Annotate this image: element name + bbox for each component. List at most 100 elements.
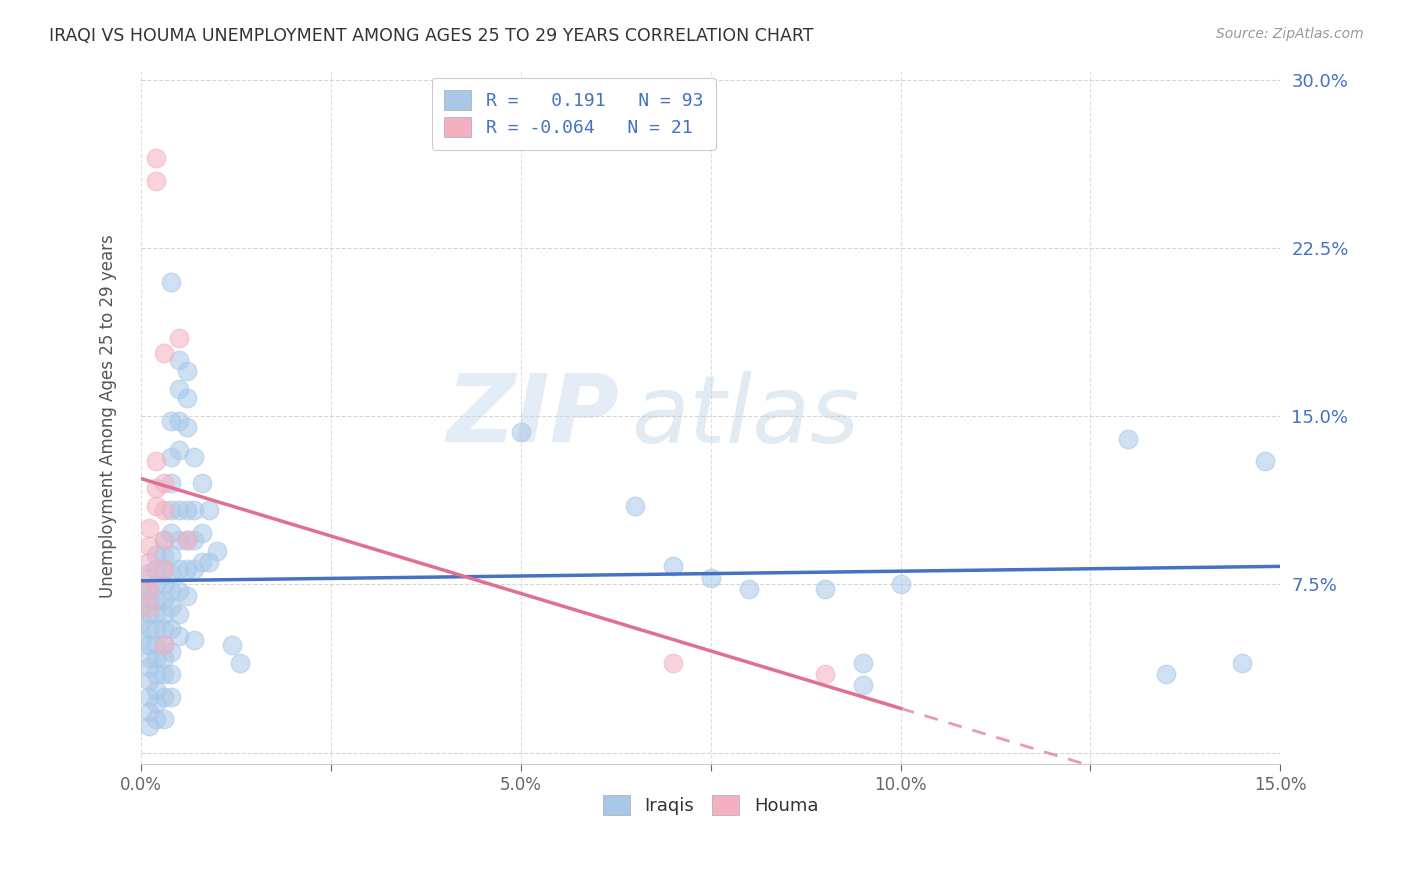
Point: [145, 577, 167, 591]
Point: [145, 174, 167, 188]
Point: [1254, 454, 1277, 468]
Point: [198, 555, 221, 569]
Point: [129, 633, 152, 648]
Point: [138, 566, 160, 581]
Point: [160, 690, 183, 704]
Point: [167, 533, 190, 547]
Point: [737, 582, 759, 596]
Point: [138, 582, 160, 596]
Point: [183, 450, 205, 464]
Point: [1118, 432, 1140, 446]
Point: [1156, 667, 1178, 681]
Point: [160, 584, 183, 599]
Point: [152, 346, 174, 360]
Point: [198, 503, 221, 517]
Point: [152, 638, 174, 652]
Point: [1232, 656, 1254, 670]
Point: [205, 543, 228, 558]
Point: [183, 633, 205, 648]
Point: [160, 414, 183, 428]
Point: [190, 525, 212, 540]
Point: [129, 599, 152, 614]
Legend: Iraqis, Houma: Iraqis, Houma: [593, 787, 827, 824]
Point: [138, 571, 160, 585]
Point: [145, 562, 167, 576]
Point: [152, 607, 174, 621]
Point: [160, 450, 183, 464]
Point: [167, 629, 190, 643]
Point: [890, 577, 912, 591]
Point: [152, 712, 174, 726]
Point: [145, 667, 167, 681]
Point: [152, 562, 174, 576]
Point: [152, 622, 174, 636]
Point: [167, 442, 190, 457]
Point: [190, 476, 212, 491]
Point: [152, 577, 174, 591]
Point: [221, 638, 243, 652]
Point: [152, 476, 174, 491]
Point: [160, 503, 183, 517]
Point: [661, 559, 683, 574]
Point: [183, 503, 205, 517]
Point: [145, 607, 167, 621]
Point: [167, 414, 190, 428]
Point: [176, 364, 198, 378]
Point: [138, 555, 160, 569]
Point: [152, 548, 174, 562]
Point: [851, 678, 873, 692]
Point: [145, 712, 167, 726]
Point: [152, 651, 174, 665]
Text: IRAQI VS HOUMA UNEMPLOYMENT AMONG AGES 25 TO 29 YEARS CORRELATION CHART: IRAQI VS HOUMA UNEMPLOYMENT AMONG AGES 2…: [49, 27, 814, 45]
Point: [138, 705, 160, 719]
Point: [145, 481, 167, 495]
Point: [190, 555, 212, 569]
Point: [138, 638, 160, 652]
Point: [152, 533, 174, 547]
Point: [160, 622, 183, 636]
Point: [167, 331, 190, 345]
Point: [176, 391, 198, 405]
Point: [152, 593, 174, 607]
Point: [699, 571, 721, 585]
Point: [138, 622, 160, 636]
Point: [176, 420, 198, 434]
Point: [145, 593, 167, 607]
Point: [167, 562, 190, 576]
Point: [138, 521, 160, 535]
Point: [813, 582, 835, 596]
Point: [138, 690, 160, 704]
Text: ZIP: ZIP: [447, 370, 620, 462]
Point: [167, 382, 190, 396]
Point: [851, 656, 873, 670]
Point: [138, 539, 160, 553]
Point: [160, 548, 183, 562]
Point: [160, 476, 183, 491]
Point: [145, 499, 167, 513]
Point: [176, 562, 198, 576]
Point: [138, 719, 160, 733]
Point: [228, 656, 250, 670]
Text: Source: ZipAtlas.com: Source: ZipAtlas.com: [1216, 27, 1364, 41]
Point: [176, 589, 198, 603]
Point: [176, 503, 198, 517]
Point: [152, 667, 174, 681]
Point: [129, 584, 152, 599]
Point: [145, 638, 167, 652]
Point: [813, 667, 835, 681]
Point: [145, 548, 167, 562]
Point: [145, 454, 167, 468]
Point: [160, 599, 183, 614]
Point: [167, 584, 190, 599]
Point: [167, 607, 190, 621]
Point: [138, 584, 160, 599]
Point: [152, 533, 174, 547]
Point: [183, 533, 205, 547]
Point: [661, 656, 683, 670]
Point: [129, 615, 152, 630]
Point: [167, 353, 190, 368]
Point: [145, 651, 167, 665]
Point: [152, 562, 174, 576]
Point: [145, 151, 167, 165]
Point: [138, 607, 160, 621]
